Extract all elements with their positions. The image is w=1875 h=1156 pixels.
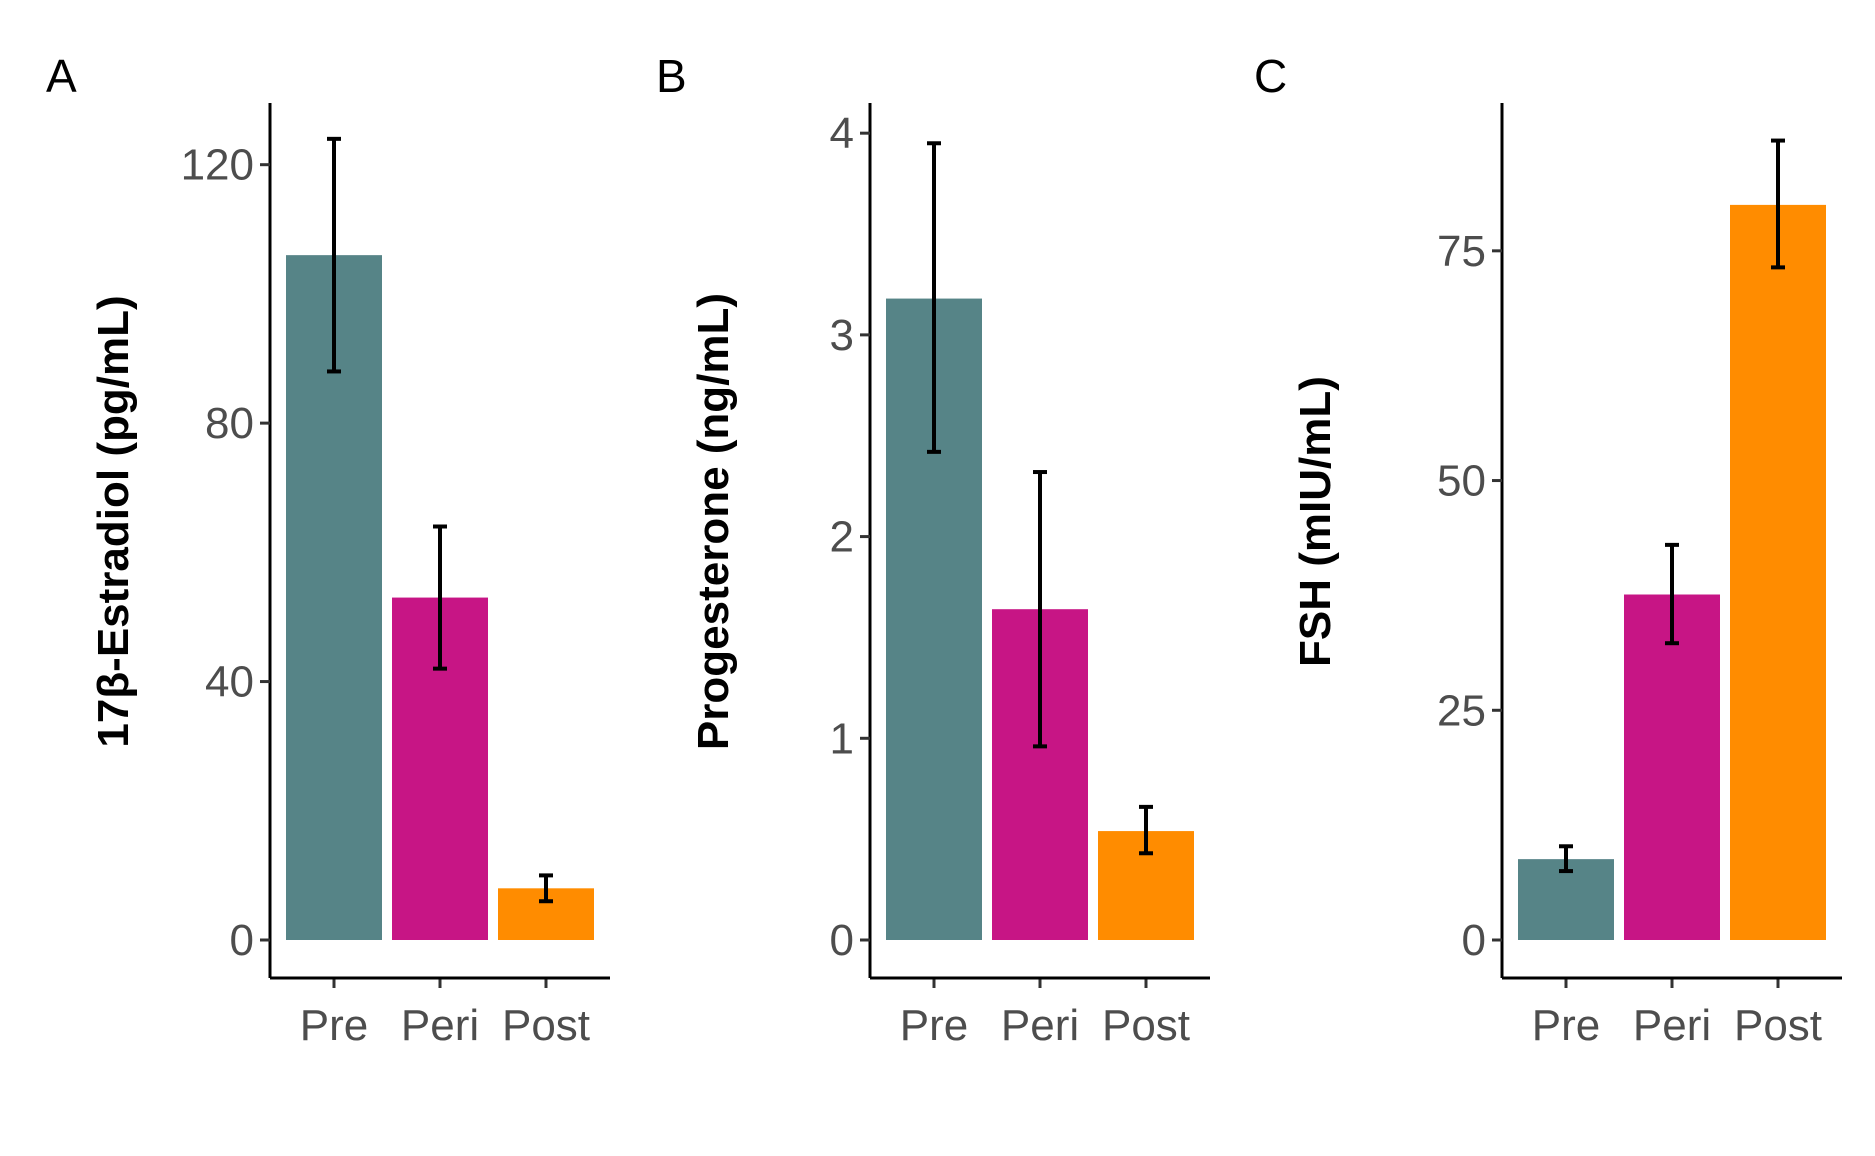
y-tick-label: 0 [830,916,854,965]
error-bar-pre [927,141,941,454]
y-tick-label: 1 [830,714,854,763]
y-tick-label: 50 [1437,457,1486,506]
x-tick-label: Peri [401,1001,479,1050]
error-bar-pre [327,136,341,374]
x-tick-label: Pre [300,1001,368,1050]
panel-c: C FSH (mIU/mL) Pre Peri Post 0 25 50 75 [1254,50,1842,1050]
x-tick-label: Peri [1633,1001,1711,1050]
y-tick-label: 75 [1437,227,1486,276]
panel-label: A [46,50,77,102]
bar-peri [1624,594,1720,940]
error-bar-post [539,873,553,904]
y-axis-title: 17β-Estradiol (pg/mL) [89,295,138,747]
error-bar-pre [1559,844,1573,874]
error-bar-post [1139,804,1153,856]
error-bar-peri [1665,542,1679,646]
x-tick-label: Post [502,1001,590,1050]
panel-label: C [1254,50,1287,102]
x-tick-label: Peri [1001,1001,1079,1050]
x-tick-label: Pre [1532,1001,1600,1050]
panel-label: B [656,50,687,102]
y-tick-label: 25 [1437,686,1486,735]
error-bar-peri [1033,470,1047,749]
bar-post [1730,204,1826,940]
x-tick-label: Post [1734,1001,1822,1050]
y-tick-label: 0 [1462,916,1486,965]
error-bar-peri [433,524,447,671]
y-axis-title: Progesterone (ng/mL) [689,293,738,750]
y-tick-label: 120 [181,141,254,190]
panel-b: B Progesterone (ng/mL) Pre Peri Post 0 1 2 3 4 [656,50,1210,1050]
y-tick-label: 2 [830,513,854,562]
y-tick-label: 80 [205,399,254,448]
y-axis-title: FSH (mIU/mL) [1291,376,1340,667]
panel-a: A 17β-Estradiol (pg/mL) Pre Peri Post 0 40 80 12… [46,50,610,1050]
error-bar-post [1771,138,1785,270]
y-tick-label: 3 [830,311,854,360]
y-tick-label: 4 [830,109,854,158]
y-tick-label: 40 [205,658,254,707]
x-tick-label: Pre [900,1001,968,1050]
y-tick-label: 0 [230,916,254,965]
x-tick-label: Post [1102,1001,1190,1050]
